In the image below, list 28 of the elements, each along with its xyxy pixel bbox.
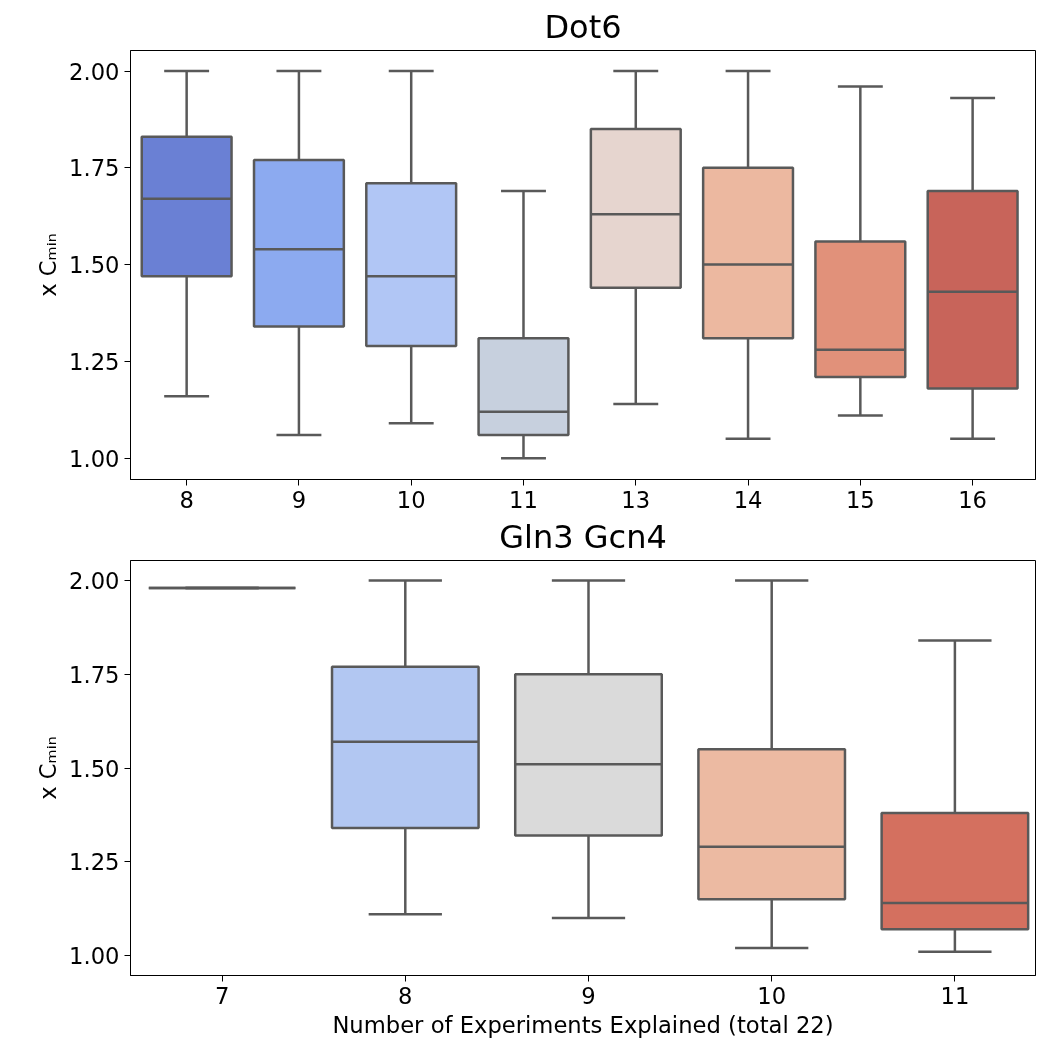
y-tick-label: 1.50	[69, 755, 120, 782]
x-tick-label: 14	[733, 486, 763, 513]
x-tick-label: 9	[291, 486, 307, 513]
x-tick-label: 10	[757, 982, 787, 1009]
y-tick-label: 2.00	[69, 567, 120, 594]
x-tick-label: 10	[396, 486, 426, 513]
x-axis-title: Number of Experiments Explained (total 22)	[332, 1011, 834, 1038]
y-tick-label: 2.00	[69, 58, 120, 85]
y-tick-label: 1.25	[69, 849, 120, 876]
x-tick-label: 8	[179, 486, 194, 513]
x-tick-label: 8	[398, 982, 413, 1009]
x-tick-label: 11	[940, 982, 970, 1009]
y-tick-label: 1.00	[69, 445, 120, 472]
chart-title: Dot6	[544, 7, 622, 46]
y-tick-label: 1.75	[69, 155, 120, 182]
y-tick-label: 1.50	[69, 252, 120, 279]
x-tick-label: 11	[509, 486, 538, 513]
x-tick-label: 7	[214, 982, 230, 1009]
y-axis-title: x Cₘᵢₙ	[35, 736, 62, 800]
x-tick-label: 15	[845, 486, 875, 513]
y-axis-title: x Cₘᵢₙ	[35, 233, 62, 297]
y-tick-label: 1.75	[69, 661, 120, 688]
x-tick-label: 9	[581, 982, 596, 1009]
y-tick-label: 1.00	[69, 943, 120, 970]
x-tick-label: 13	[621, 486, 651, 513]
x-tick-label: 16	[958, 486, 988, 513]
chart-title: Gln3 Gcn4	[499, 517, 667, 556]
y-tick-label: 1.25	[69, 348, 120, 375]
